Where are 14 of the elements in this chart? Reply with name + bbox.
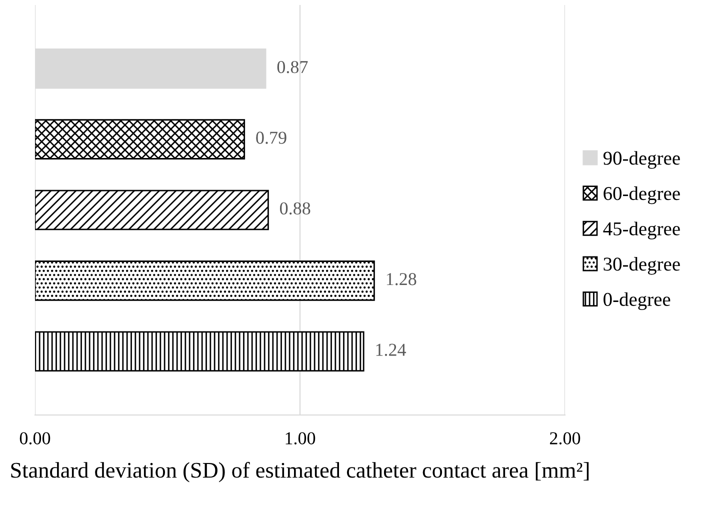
x-tick-label: 1.00 [286, 432, 316, 444]
legend-label: 45-degree [603, 222, 680, 240]
data-label: 0.87 [277, 60, 308, 74]
legend-label: 0-degree [604, 292, 670, 310]
legend-label: 90-degree [603, 151, 680, 169]
data-label: 0.88 [280, 202, 310, 215]
data-label: 0.79 [256, 132, 286, 144]
data-label: 1.28 [386, 273, 416, 286]
x-tick-label: 0.00 [20, 432, 50, 444]
x-tick-label: 2.00 [550, 432, 580, 444]
x-axis-title: Standard deviation (SD) of estimated catheter contact area [mm²] [11, 462, 589, 482]
data-label: 1.24 [376, 344, 406, 356]
legend-label: 30-degree [604, 257, 680, 275]
legend-label: 60-degree [604, 186, 680, 204]
